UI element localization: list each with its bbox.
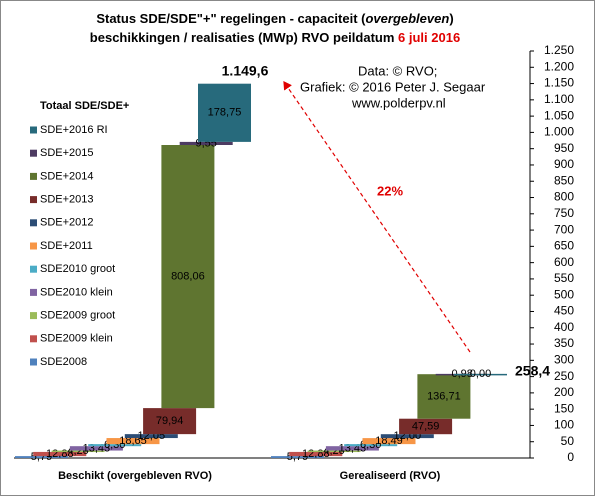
y-tick-label: 200 [554,385,574,399]
y-tick-label: 100 [554,418,574,432]
y-tick-label: 450 [554,304,574,318]
segment [179,141,233,146]
legend-swatch [30,219,37,227]
segment [344,444,398,447]
legend-title: Totaal SDE/SDE+ [40,100,129,112]
legend-label: SDE2010 groot [40,263,115,275]
segment [124,434,178,439]
y-tick-label: 1.200 [544,59,574,73]
legend-swatch [30,335,37,343]
segment [33,451,87,457]
y-tick-label: 1.150 [544,76,574,90]
segment [380,434,434,439]
segment [325,446,379,451]
y-tick-label: 950 [554,141,574,155]
data-label: 47,59 [412,420,440,432]
data-label: 178,75 [208,107,242,119]
y-tick-label: 500 [554,287,574,301]
y-tick-label: 250 [554,369,574,383]
y-tick-label: 650 [554,239,574,253]
total-label: 1.149,6 [222,63,269,79]
source: Data: © RVO; [358,63,437,78]
total-label: 258,4 [515,363,550,379]
y-tick-label: 150 [554,401,574,415]
segment [454,373,507,376]
legend-swatch [30,312,37,320]
legend-label: SDE+2011 [40,240,93,252]
legend-label: SDE2008 [40,356,87,368]
segment [69,446,123,451]
legend-swatch [30,242,37,250]
legend-label: SDE2009 groot [40,310,115,322]
segment [417,374,471,419]
segment [399,418,453,435]
segment [271,456,324,458]
site: www.polderpv.nl [351,95,446,110]
y-tick-label: 300 [554,352,574,366]
x-tick-label: Gerealiseerd (RVO) [340,470,441,482]
chart-title: Status SDE/SDE"+" regelingen - capacitei… [96,11,453,26]
y-tick-label: 1.100 [544,92,574,106]
segment [307,450,361,453]
legend-label: SDE+2016 RI [40,124,108,136]
legend-label: SDE+2014 [40,170,94,182]
legend-swatch [30,265,37,273]
y-tick-label: 0 [567,450,574,464]
y-tick-label: 400 [554,320,574,334]
y-tick-label: 50 [561,434,575,448]
y-tick-label: 900 [554,157,574,171]
segment [106,438,160,445]
legend-label: SDE+2012 [40,217,94,229]
legend-swatch [30,288,37,296]
segment [362,438,416,445]
data-label: 808,06 [171,270,205,282]
y-tick-label: 750 [554,206,574,220]
legend-swatch [30,172,37,180]
segment [289,451,343,457]
ratio-label: 22% [377,183,403,198]
segment [143,408,197,435]
data-label: 0,00 [470,368,491,380]
data-label: 136,71 [427,390,461,402]
growth-arrow [283,81,471,353]
y-tick-label: 350 [554,336,574,350]
legend-swatch [30,126,37,134]
y-tick-label: 600 [554,255,574,269]
credit: Grafiek: © 2016 Peter J. Segaar [300,79,486,94]
data-label: 79,94 [156,415,184,427]
y-tick-label: 800 [554,190,574,204]
segment [198,83,251,142]
y-tick-label: 1.250 [544,43,574,57]
segment [88,444,142,447]
segment [51,450,105,453]
segment [15,456,68,458]
y-tick-label: 1.000 [544,125,574,139]
legend-swatch [30,196,37,204]
y-tick-label: 1.050 [544,108,574,122]
legend-label: SDE2009 klein [40,333,113,345]
legend-swatch [30,149,37,157]
y-tick-label: 550 [554,271,574,285]
chart-subtitle: beschikkingen / realisaties (MWp) RVO pe… [90,30,460,45]
y-tick-label: 700 [554,222,574,236]
segment [161,145,215,409]
legend-label: SDE2010 klein [40,286,113,298]
y-tick-label: 850 [554,173,574,187]
x-tick-label: Beschikt (overgebleven RVO) [58,470,212,482]
legend-label: SDE+2013 [40,194,94,206]
legend-label: SDE+2015 [40,147,94,159]
legend-swatch [30,358,37,366]
